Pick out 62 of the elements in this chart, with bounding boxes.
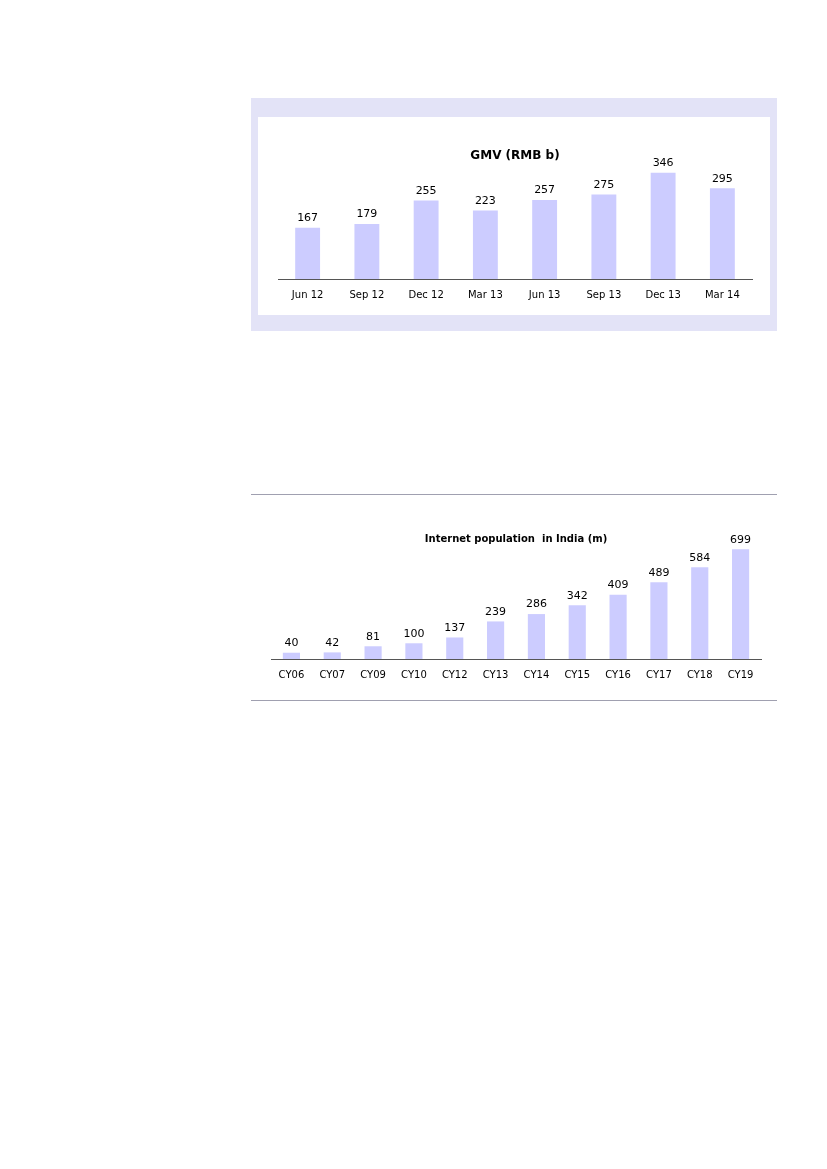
chart-title: Internet population in India (m)	[424, 532, 608, 544]
data-label: 286	[525, 597, 547, 611]
bar	[709, 188, 735, 279]
x-tick-label: CY14	[523, 668, 550, 680]
x-tick-label: CY10	[401, 668, 427, 680]
bar	[568, 605, 586, 659]
bar	[532, 199, 558, 279]
x-tick-label: Dec 13	[645, 288, 681, 300]
bar	[650, 172, 676, 279]
data-label: 409	[607, 578, 629, 592]
bar	[487, 621, 505, 659]
bar	[295, 227, 321, 279]
data-label: 275	[593, 177, 615, 191]
chart-title: GMV (RMB b)	[470, 148, 560, 163]
x-tick-label: Jun 12	[290, 288, 324, 300]
data-label: 699	[730, 532, 752, 546]
bar	[413, 200, 439, 279]
data-label: 40	[284, 636, 299, 650]
data-label: 42	[325, 635, 340, 649]
bar	[446, 637, 464, 659]
x-tick-label: Dec 12	[408, 288, 444, 300]
bar	[364, 646, 382, 659]
x-tick-label: Sep 13	[586, 288, 622, 300]
data-label: 239	[485, 604, 507, 618]
x-tick-label: CY07	[319, 668, 346, 680]
x-tick-label: Sep 12	[349, 288, 385, 300]
bar	[472, 210, 498, 279]
data-label: 346	[652, 155, 674, 169]
x-tick-label: CY15	[564, 668, 591, 680]
bar	[691, 567, 709, 659]
data-label: 295	[711, 171, 733, 185]
bar	[527, 614, 545, 659]
x-tick-label: CY16	[605, 668, 631, 680]
data-label: 223	[474, 193, 496, 207]
x-tick-label: CY17	[646, 668, 672, 680]
data-label: 81	[366, 629, 381, 643]
bar	[354, 223, 380, 279]
bar	[591, 194, 617, 279]
data-label: 255	[415, 183, 437, 197]
x-tick-label: Mar 14	[704, 288, 740, 300]
data-label: 137	[444, 620, 466, 634]
bar	[650, 582, 668, 659]
bar	[282, 652, 300, 659]
data-label: 257	[534, 183, 556, 197]
x-tick-label: Jun 13	[527, 288, 561, 300]
x-tick-label: CY13	[482, 668, 509, 680]
data-label: 342	[566, 588, 588, 602]
x-tick-label: CY19	[727, 668, 754, 680]
x-tick-label: CY12	[441, 668, 468, 680]
data-label: 100	[403, 626, 425, 640]
x-tick-label: CY18	[686, 668, 713, 680]
bar	[323, 652, 341, 659]
x-tick-label: Mar 13	[467, 288, 503, 300]
x-tick-label: CY09	[360, 668, 386, 680]
data-label: 584	[689, 550, 711, 564]
data-label: 179	[356, 207, 378, 221]
bar	[405, 643, 423, 659]
data-label: 489	[648, 565, 670, 579]
data-label: 167	[297, 211, 319, 225]
bar	[732, 549, 750, 659]
x-tick-label: CY06	[278, 668, 305, 680]
bar	[609, 594, 627, 659]
